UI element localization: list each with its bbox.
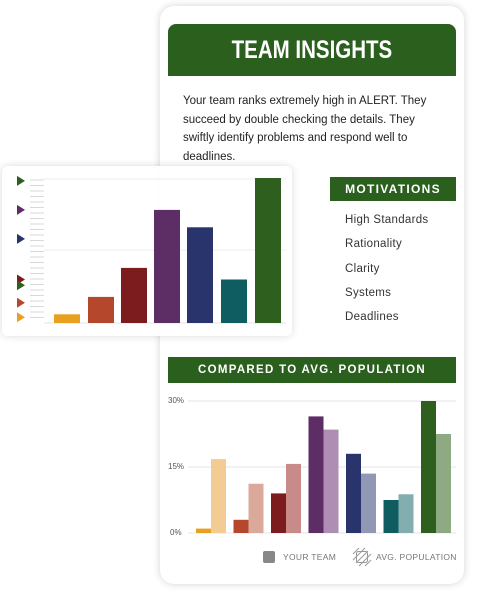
team-bar: [271, 493, 286, 533]
team-bar: [308, 416, 324, 533]
motivations-list: High Standards Rationality Clarity Syste…: [345, 208, 428, 329]
team-insights-card: TEAM INSIGHTS Your team ranks extremely …: [160, 6, 464, 584]
legend-label: YOUR TEAM: [283, 552, 337, 562]
team-bar: [196, 528, 211, 533]
level-marker: [17, 233, 25, 244]
y-tick-label: 0%: [170, 528, 182, 537]
card-title: TEAM INSIGHTS: [231, 35, 393, 64]
card-header: TEAM INSIGHTS: [168, 24, 456, 76]
population-bar: [323, 429, 339, 533]
motivation-bar: [88, 296, 114, 323]
compare-header: COMPARED TO AVG. POPULATION: [168, 357, 456, 383]
y-tick-label: 15%: [168, 462, 185, 471]
team-bar: [421, 401, 436, 533]
motivation-bar: [221, 279, 247, 323]
motivation-item: High Standards: [345, 214, 429, 226]
population-bar: [286, 463, 301, 533]
team-bar: [346, 453, 361, 533]
motivations-header: MOTIVATIONS: [330, 177, 456, 201]
y-tick-label: 30%: [168, 396, 185, 405]
level-marker: [17, 204, 25, 215]
motivation-bar: [54, 314, 80, 323]
population-bar: [248, 483, 264, 533]
level-marker: [17, 312, 25, 323]
motivation-item: Systems: [345, 286, 392, 299]
motivation-bar-card: [2, 166, 292, 336]
motivation-bar: [154, 209, 180, 323]
motivation-bar: [255, 178, 281, 323]
population-bar: [361, 473, 376, 533]
team-description: Your team ranks extremely high in ALERT.…: [183, 95, 427, 163]
motivation-bar: [121, 267, 147, 323]
population-bar: [211, 459, 226, 533]
legend-label: AVG. POPULATION: [376, 552, 457, 562]
motivation-bar-chart: [17, 175, 286, 324]
legend-swatch-hatched: [352, 547, 372, 567]
level-marker: [17, 280, 25, 291]
level-marker: [17, 297, 25, 308]
level-marker: [17, 175, 25, 186]
population-bar: [436, 434, 451, 533]
motivation-item: Deadlines: [345, 311, 399, 324]
legend-your-team: YOUR TEAM: [263, 551, 336, 563]
motivation-item: Clarity: [345, 262, 380, 275]
population-bar: [398, 494, 414, 533]
legend-avg-population: AVG. POPULATION: [352, 547, 457, 567]
motivation-bar: [187, 227, 213, 323]
compare-chart: [188, 400, 456, 534]
team-bar: [233, 519, 249, 533]
motivation-item: Rationality: [345, 238, 402, 251]
team-bar: [383, 500, 399, 533]
legend-swatch-solid: [263, 551, 275, 563]
